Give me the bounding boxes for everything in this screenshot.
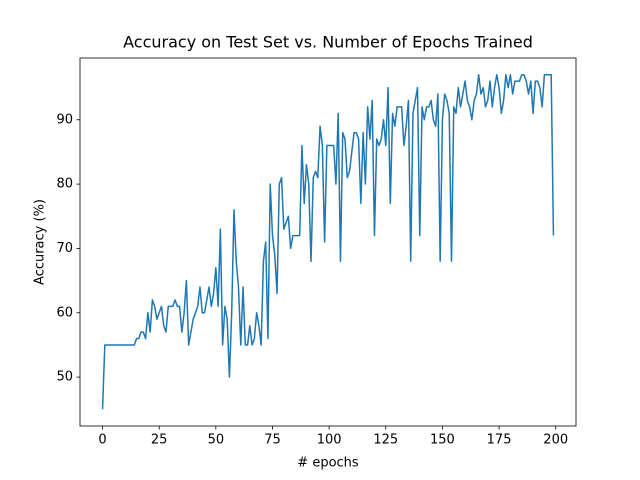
chart-title: Accuracy on Test Set vs. Number of Epoch… bbox=[123, 33, 533, 52]
plot-frame bbox=[79, 57, 577, 427]
x-axis-label: # epochs bbox=[297, 456, 359, 471]
y-tick-label: 50 bbox=[56, 370, 73, 385]
x-tick-label: 50 bbox=[208, 433, 225, 448]
x-tick-label: 75 bbox=[264, 433, 281, 448]
x-tick-label: 100 bbox=[317, 433, 342, 448]
y-tick-label: 60 bbox=[56, 305, 73, 320]
x-tick-label: 125 bbox=[373, 433, 398, 448]
data-line bbox=[101, 73, 555, 410]
y-tick-label: 80 bbox=[56, 177, 73, 192]
y-tick-label: 90 bbox=[56, 112, 73, 127]
x-tick-label: 175 bbox=[487, 433, 512, 448]
x-tick-label: 200 bbox=[543, 433, 568, 448]
x-tick-label: 150 bbox=[430, 433, 455, 448]
x-tick-label: 0 bbox=[98, 433, 106, 448]
x-tick-label: 25 bbox=[151, 433, 168, 448]
y-axis-label: Accuracy (%) bbox=[33, 199, 48, 285]
y-tick-label: 70 bbox=[56, 241, 73, 256]
